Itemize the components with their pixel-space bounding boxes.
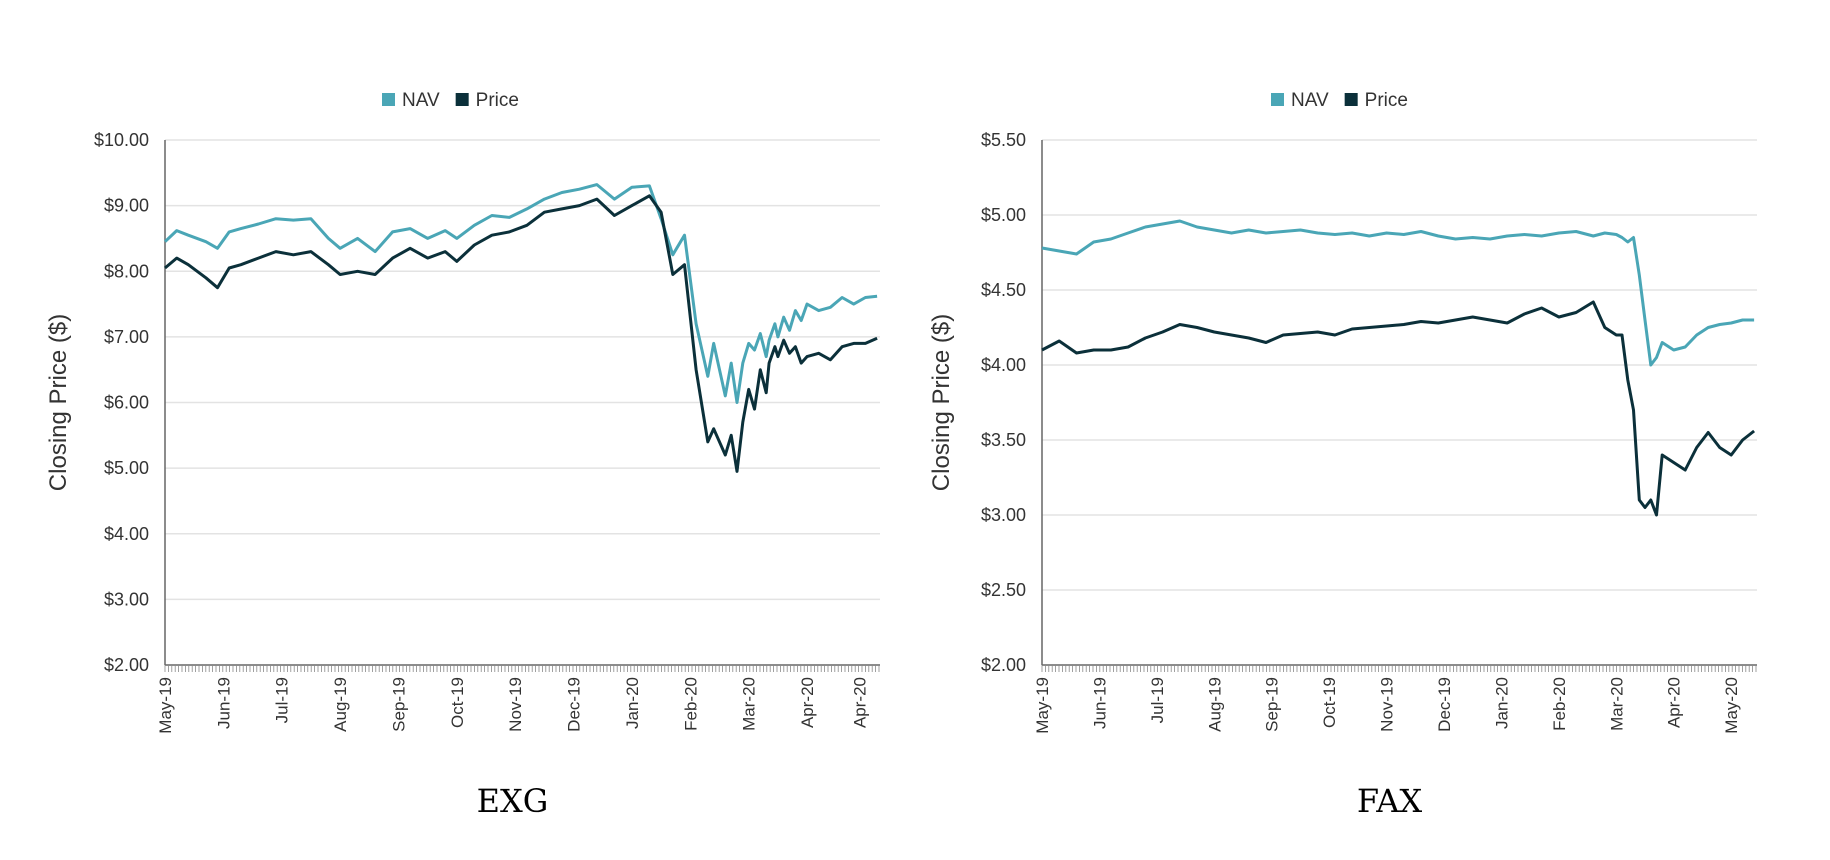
series-line-price xyxy=(1041,300,1756,517)
x-tick-label: Apr-20 xyxy=(851,677,870,728)
x-tick-label: Apr-20 xyxy=(1665,677,1684,728)
legend-label-nav: NAV xyxy=(1291,90,1329,111)
x-tick-label: Jul-19 xyxy=(273,677,292,723)
x-tick-label: Nov-19 xyxy=(506,677,525,732)
x-tick-label: Oct-19 xyxy=(1320,677,1339,728)
x-tick-label: Nov-19 xyxy=(1378,677,1397,732)
chart-exg: NAV Price $2.00 $3.00 $4.00 $5.00 $6.00 $7.00 $8… xyxy=(45,90,880,820)
legend-label-nav: NAV xyxy=(402,90,440,111)
y-tick-label: $2.00 xyxy=(104,655,149,675)
y-tick-label: $5.50 xyxy=(981,130,1026,150)
x-tick-label: Mar-20 xyxy=(740,677,759,731)
y-tick-label: $4.50 xyxy=(981,280,1026,300)
x-tick-label: May-20 xyxy=(1722,677,1741,734)
y-tick-label: $6.00 xyxy=(104,393,149,413)
x-minor-ticks xyxy=(164,665,880,672)
x-tick-label: Jun-19 xyxy=(1090,677,1109,729)
y-axis-label: Closing Price ($) xyxy=(928,314,955,491)
y-tick-label: $5.00 xyxy=(104,458,149,478)
y-tick-label: $4.00 xyxy=(104,524,149,544)
chart-fax-panel: NAV Price $2.00 $2.50 $3.00 $3.50 $4.00 $4.50 $5… xyxy=(915,0,1815,860)
x-tick-label: Mar-20 xyxy=(1607,677,1626,731)
y-tick-label: $9.00 xyxy=(104,196,149,216)
legend-swatch-price xyxy=(455,93,469,106)
y-tick-label: $2.50 xyxy=(981,580,1026,600)
legend-swatch-price xyxy=(1344,93,1358,106)
x-tick-label: Sep-19 xyxy=(389,677,408,732)
x-tick-label: Aug-19 xyxy=(331,677,350,732)
x-tick-label: Dec-19 xyxy=(565,677,584,732)
legend-swatch-nav xyxy=(382,93,395,106)
y-tick-label: $5.00 xyxy=(981,205,1026,225)
series-line-nav xyxy=(1041,219,1755,367)
chart-exg-panel: NAV Price $2.00 $3.00 $4.00 $5.00 $6.00 $7.00 $8… xyxy=(0,0,900,860)
y-tick-label: $8.00 xyxy=(104,261,149,281)
y-tick-label: $2.00 xyxy=(981,655,1026,675)
legend-label-price: Price xyxy=(1365,90,1408,111)
x-tick-label: Feb-20 xyxy=(681,677,700,731)
x-tick-label: Sep-19 xyxy=(1263,677,1282,732)
x-tick-label: May-19 xyxy=(1033,677,1052,734)
x-tick-label: May-19 xyxy=(156,677,175,734)
x-tick-label: Apr-20 xyxy=(798,677,817,728)
y-tick-label: $3.50 xyxy=(981,430,1026,450)
legend: NAV Price xyxy=(382,90,519,111)
x-tick-label: Jul-19 xyxy=(1148,677,1167,723)
chart-fax: NAV Price $2.00 $2.50 $3.00 $3.50 $4.00 $4.50 $5… xyxy=(928,90,1757,820)
series-line-price xyxy=(164,194,878,473)
y-tick-label: $4.00 xyxy=(981,355,1026,375)
legend-swatch-nav xyxy=(1271,93,1284,106)
legend-label-price: Price xyxy=(476,90,519,111)
y-tick-label: $7.00 xyxy=(104,327,149,347)
chart-title: FAX xyxy=(1357,782,1423,820)
chart-title: EXG xyxy=(477,782,549,820)
x-tick-label: Jun-19 xyxy=(214,677,233,729)
y-tick-label: $3.00 xyxy=(104,589,149,609)
x-minor-ticks xyxy=(1041,665,1757,672)
x-tick-label: Jan-20 xyxy=(1492,677,1511,729)
series-line-nav xyxy=(163,183,878,404)
legend: NAV Price xyxy=(1271,90,1408,111)
y-tick-label: $3.00 xyxy=(981,505,1026,525)
x-tick-label: Feb-20 xyxy=(1550,677,1569,731)
y-axis-label: Closing Price ($) xyxy=(45,314,72,491)
x-tick-label: Oct-19 xyxy=(448,677,467,728)
x-tick-label: Dec-19 xyxy=(1435,677,1454,732)
y-tick-label: $10.00 xyxy=(94,130,149,150)
x-tick-label: Aug-19 xyxy=(1205,677,1224,732)
x-tick-label: Jan-20 xyxy=(623,677,642,729)
